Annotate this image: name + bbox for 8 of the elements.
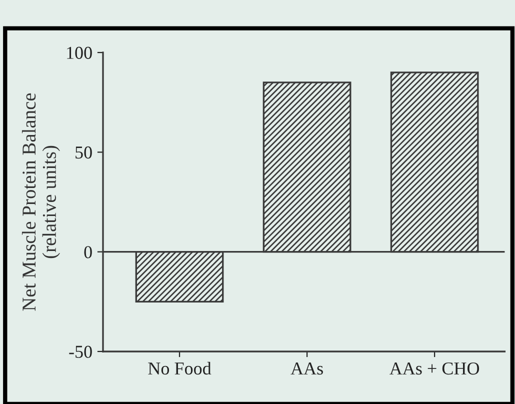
x-tick-label: No Food [148, 362, 212, 375]
x-tick-label: AAs [290, 362, 323, 375]
y-tick-label: -50 [69, 346, 92, 358]
y-tick-label: 0 [84, 246, 92, 258]
y-axis-title: Net Muscle Protein Balance (relative units) [22, 93, 60, 311]
y-tick-label: 50 [76, 146, 92, 159]
x-tick-label: AAs + CHO [390, 362, 480, 375]
y-tick-label: 100 [67, 46, 92, 59]
